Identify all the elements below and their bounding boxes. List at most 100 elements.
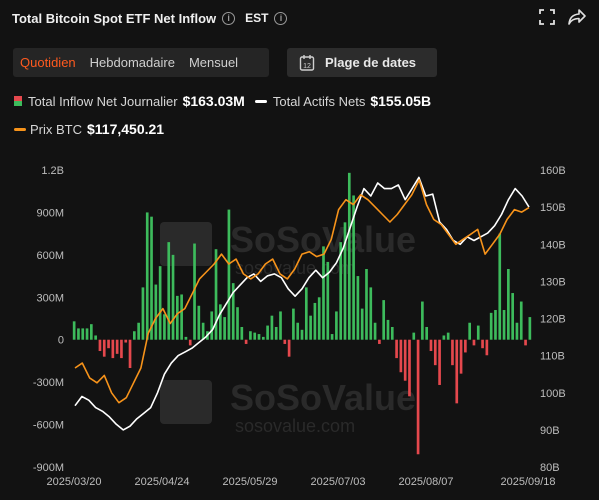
tab-weekly[interactable]: Hebdomadaire <box>89 55 175 70</box>
inflow-bar <box>111 339 115 359</box>
legend-inflow[interactable]: Total Inflow Net Journalier $163.03M <box>14 93 245 109</box>
inflow-bar <box>279 311 282 340</box>
inflow-bar <box>227 209 231 340</box>
inflow-bar <box>485 339 489 356</box>
inflow-bar <box>386 319 390 340</box>
inflow-bar <box>429 339 433 352</box>
y-left-tick: 1.2B <box>41 165 64 177</box>
inflow-bar <box>81 328 85 340</box>
inflow-bar <box>489 312 493 340</box>
inflow-bar <box>502 310 506 340</box>
inflow-bar <box>163 314 166 340</box>
timezone-label: EST <box>245 11 269 25</box>
inflow-bar <box>446 332 450 340</box>
watermark-url: sosovalue.com <box>235 416 355 436</box>
inflow-bar <box>309 315 312 340</box>
inflow-bar <box>335 311 338 340</box>
left-axis: 1.2B 900M 600M 300M 0 -300M -600M -900M <box>33 165 64 474</box>
date-range-button[interactable]: 12 Plage de dates <box>287 48 437 77</box>
date-range-label: Plage de dates <box>325 55 417 70</box>
timezone-info-icon[interactable]: i <box>274 11 288 25</box>
inflow-bar <box>399 339 403 373</box>
inflow-bar <box>107 339 110 349</box>
legend-price-value: $117,450.21 <box>87 121 165 137</box>
legend-assets[interactable]: Total Actifs Nets $155.05B <box>254 93 431 109</box>
inflow-bar <box>150 216 153 340</box>
inflow-bar <box>261 336 265 340</box>
price-line <box>74 179 530 404</box>
right-axis: 160B 150B 140B 130B 120B 110B 100B 90B 80B <box>540 165 566 474</box>
inflow-bar <box>515 322 519 340</box>
inflow-bar <box>171 254 175 340</box>
legend-assets-label: Total Actifs Nets <box>272 93 366 109</box>
inflow-bar <box>369 287 373 340</box>
bar-series <box>72 172 532 455</box>
legend-price-swatch <box>14 127 26 131</box>
inflow-bar <box>175 295 179 340</box>
inflow-bar <box>317 297 321 340</box>
inflow-bar <box>408 339 411 397</box>
inflow-bar <box>455 339 459 404</box>
y-left-tick: -900M <box>33 462 64 474</box>
inflow-bar <box>356 276 360 340</box>
tab-daily[interactable]: Quotidien <box>20 55 76 70</box>
y-left-tick: -600M <box>33 420 64 432</box>
inflow-bar <box>378 339 381 344</box>
inflow-bar <box>507 269 510 340</box>
inflow-bar <box>231 283 235 340</box>
inflow-bar <box>360 308 364 340</box>
inflow-bar <box>270 315 274 340</box>
inflow-bar <box>77 328 80 340</box>
y-left-tick: 600M <box>36 250 64 262</box>
inflow-bar <box>137 322 140 340</box>
x-tick: 2025/04/24 <box>134 476 189 488</box>
line-series <box>74 176 530 431</box>
inflow-bar <box>343 222 347 340</box>
inflow-bar <box>365 269 368 340</box>
info-icon[interactable]: i <box>222 11 236 25</box>
inflow-bar <box>421 301 424 340</box>
fullscreen-icon[interactable] <box>536 6 558 28</box>
legend-assets-swatch <box>254 99 267 103</box>
inflow-bar <box>214 249 218 340</box>
inflow-bar <box>313 302 317 340</box>
inflow-bar <box>442 335 446 340</box>
y-right-tick: 110B <box>540 351 565 363</box>
inflow-bar <box>133 331 136 340</box>
inflow-bar <box>304 287 308 340</box>
inflow-bar <box>223 317 226 340</box>
inflow-bar <box>141 287 145 340</box>
x-tick: 2025/07/03 <box>310 476 365 488</box>
inflow-bar <box>481 339 484 349</box>
inflow-bar <box>339 242 343 340</box>
inflow-bar <box>120 339 123 359</box>
inflow-bar <box>124 339 128 343</box>
y-right-tick: 120B <box>540 314 566 326</box>
inflow-bar <box>412 332 416 340</box>
legend-price[interactable]: Prix BTC $117,450.21 <box>14 121 164 137</box>
inflow-bar <box>330 334 334 340</box>
y-left-tick: 0 <box>58 335 64 347</box>
tab-monthly[interactable]: Mensuel <box>188 55 239 70</box>
inflow-bar <box>296 322 300 340</box>
inflow-bar <box>244 339 248 344</box>
inflow-bar <box>72 321 76 340</box>
x-tick: 2025/09/18 <box>500 476 555 488</box>
share-icon[interactable] <box>566 6 588 28</box>
legend-row-1: Total Inflow Net Journalier $163.03M Tot… <box>14 91 441 111</box>
inflow-bar <box>274 326 278 340</box>
inflow-bar <box>249 331 252 340</box>
inflow-bar <box>524 339 527 346</box>
inflow-bar <box>494 310 497 340</box>
x-tick: 2025/05/29 <box>222 476 277 488</box>
y-right-tick: 80B <box>540 462 560 474</box>
inflow-bar <box>464 339 467 353</box>
inflow-bar <box>128 339 132 368</box>
legend-row-2: Prix BTC $117,450.21 <box>14 119 174 139</box>
inflow-bar <box>459 339 463 374</box>
inflow-bar <box>292 308 295 340</box>
inflow-bar <box>373 322 377 340</box>
inflow-bar <box>85 328 89 340</box>
inflow-bar <box>115 339 119 354</box>
